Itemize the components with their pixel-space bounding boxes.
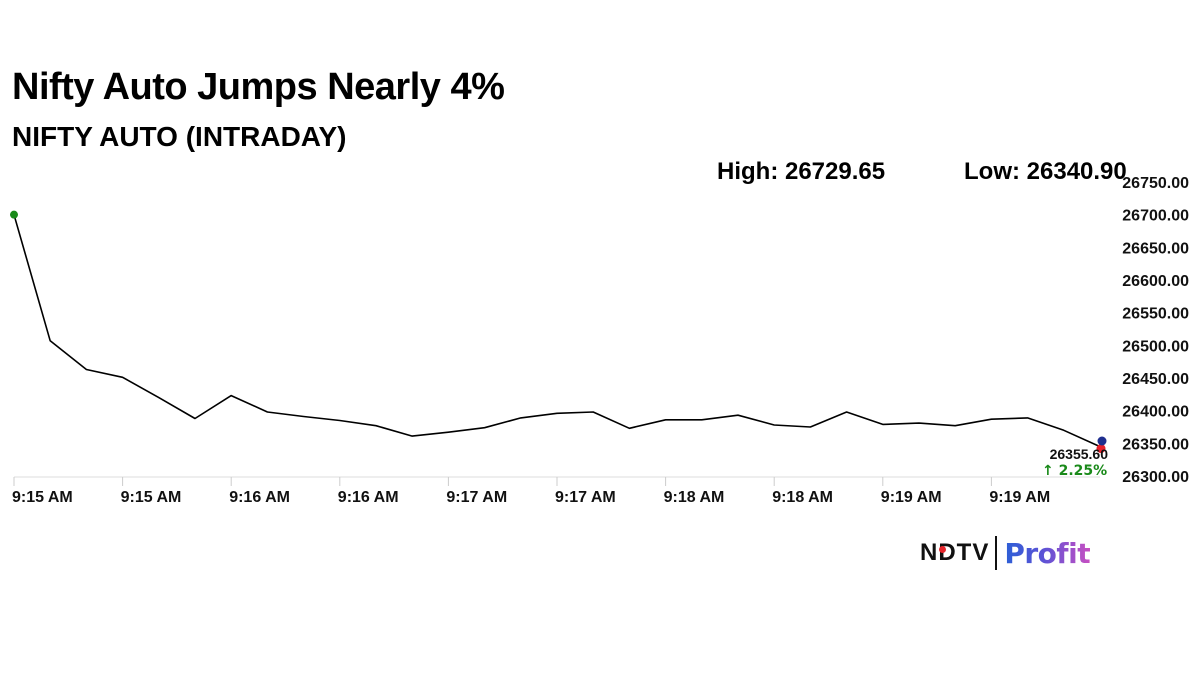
y-tick-label: 26350.00: [1122, 436, 1189, 453]
y-tick-label: 26750.00: [1122, 175, 1189, 192]
start-point-marker: [10, 210, 18, 219]
logo-ndtv: NDTV: [920, 539, 990, 566]
y-tick-label: 26450.00: [1122, 371, 1189, 388]
last-point-marker: [1096, 444, 1106, 454]
x-tick-label: 9:17 AM: [446, 489, 507, 506]
last-value-label: 26355.60: [1050, 446, 1109, 462]
logo-divider: [995, 536, 998, 570]
x-tick-label: 9:16 AM: [229, 489, 290, 506]
y-tick-label: 26600.00: [1122, 273, 1189, 290]
chart-subtitle: NIFTY AUTO (INTRADAY): [12, 121, 347, 152]
low-stat: Low: 26340.90: [964, 158, 1127, 185]
series-line: [13, 214, 1101, 448]
x-tick-label: 9:16 AM: [338, 489, 399, 506]
x-tick-label: 9:18 AM: [772, 489, 833, 506]
change-percent-label: ↑ 2.25%: [1042, 463, 1107, 479]
reference-point-marker: [1097, 436, 1107, 446]
y-tick-label: 26400.00: [1122, 404, 1189, 421]
y-tick-label: 26650.00: [1122, 240, 1189, 257]
x-tick-label: 9:15 AM: [12, 489, 73, 506]
x-tick-label: 9:18 AM: [664, 489, 725, 506]
y-tick-label: 26700.00: [1122, 208, 1189, 225]
y-tick-label: 26550.00: [1122, 306, 1189, 323]
headline: Nifty Auto Jumps Nearly 4%: [12, 66, 505, 108]
x-tick-label: 9:17 AM: [555, 489, 616, 506]
y-tick-label: 26300.00: [1122, 469, 1189, 486]
logo-dot-icon: [939, 546, 946, 553]
x-tick-label: 9:19 AM: [881, 489, 942, 506]
logo-profit: Profit: [1004, 536, 1091, 570]
ndtv-profit-logo: NDTV Profit: [920, 533, 1091, 573]
y-tick-label: 26500.00: [1122, 338, 1189, 355]
x-tick-label: 9:19 AM: [989, 489, 1050, 506]
high-stat: High: 26729.65: [717, 158, 886, 185]
x-tick-label: 9:15 AM: [121, 489, 182, 506]
